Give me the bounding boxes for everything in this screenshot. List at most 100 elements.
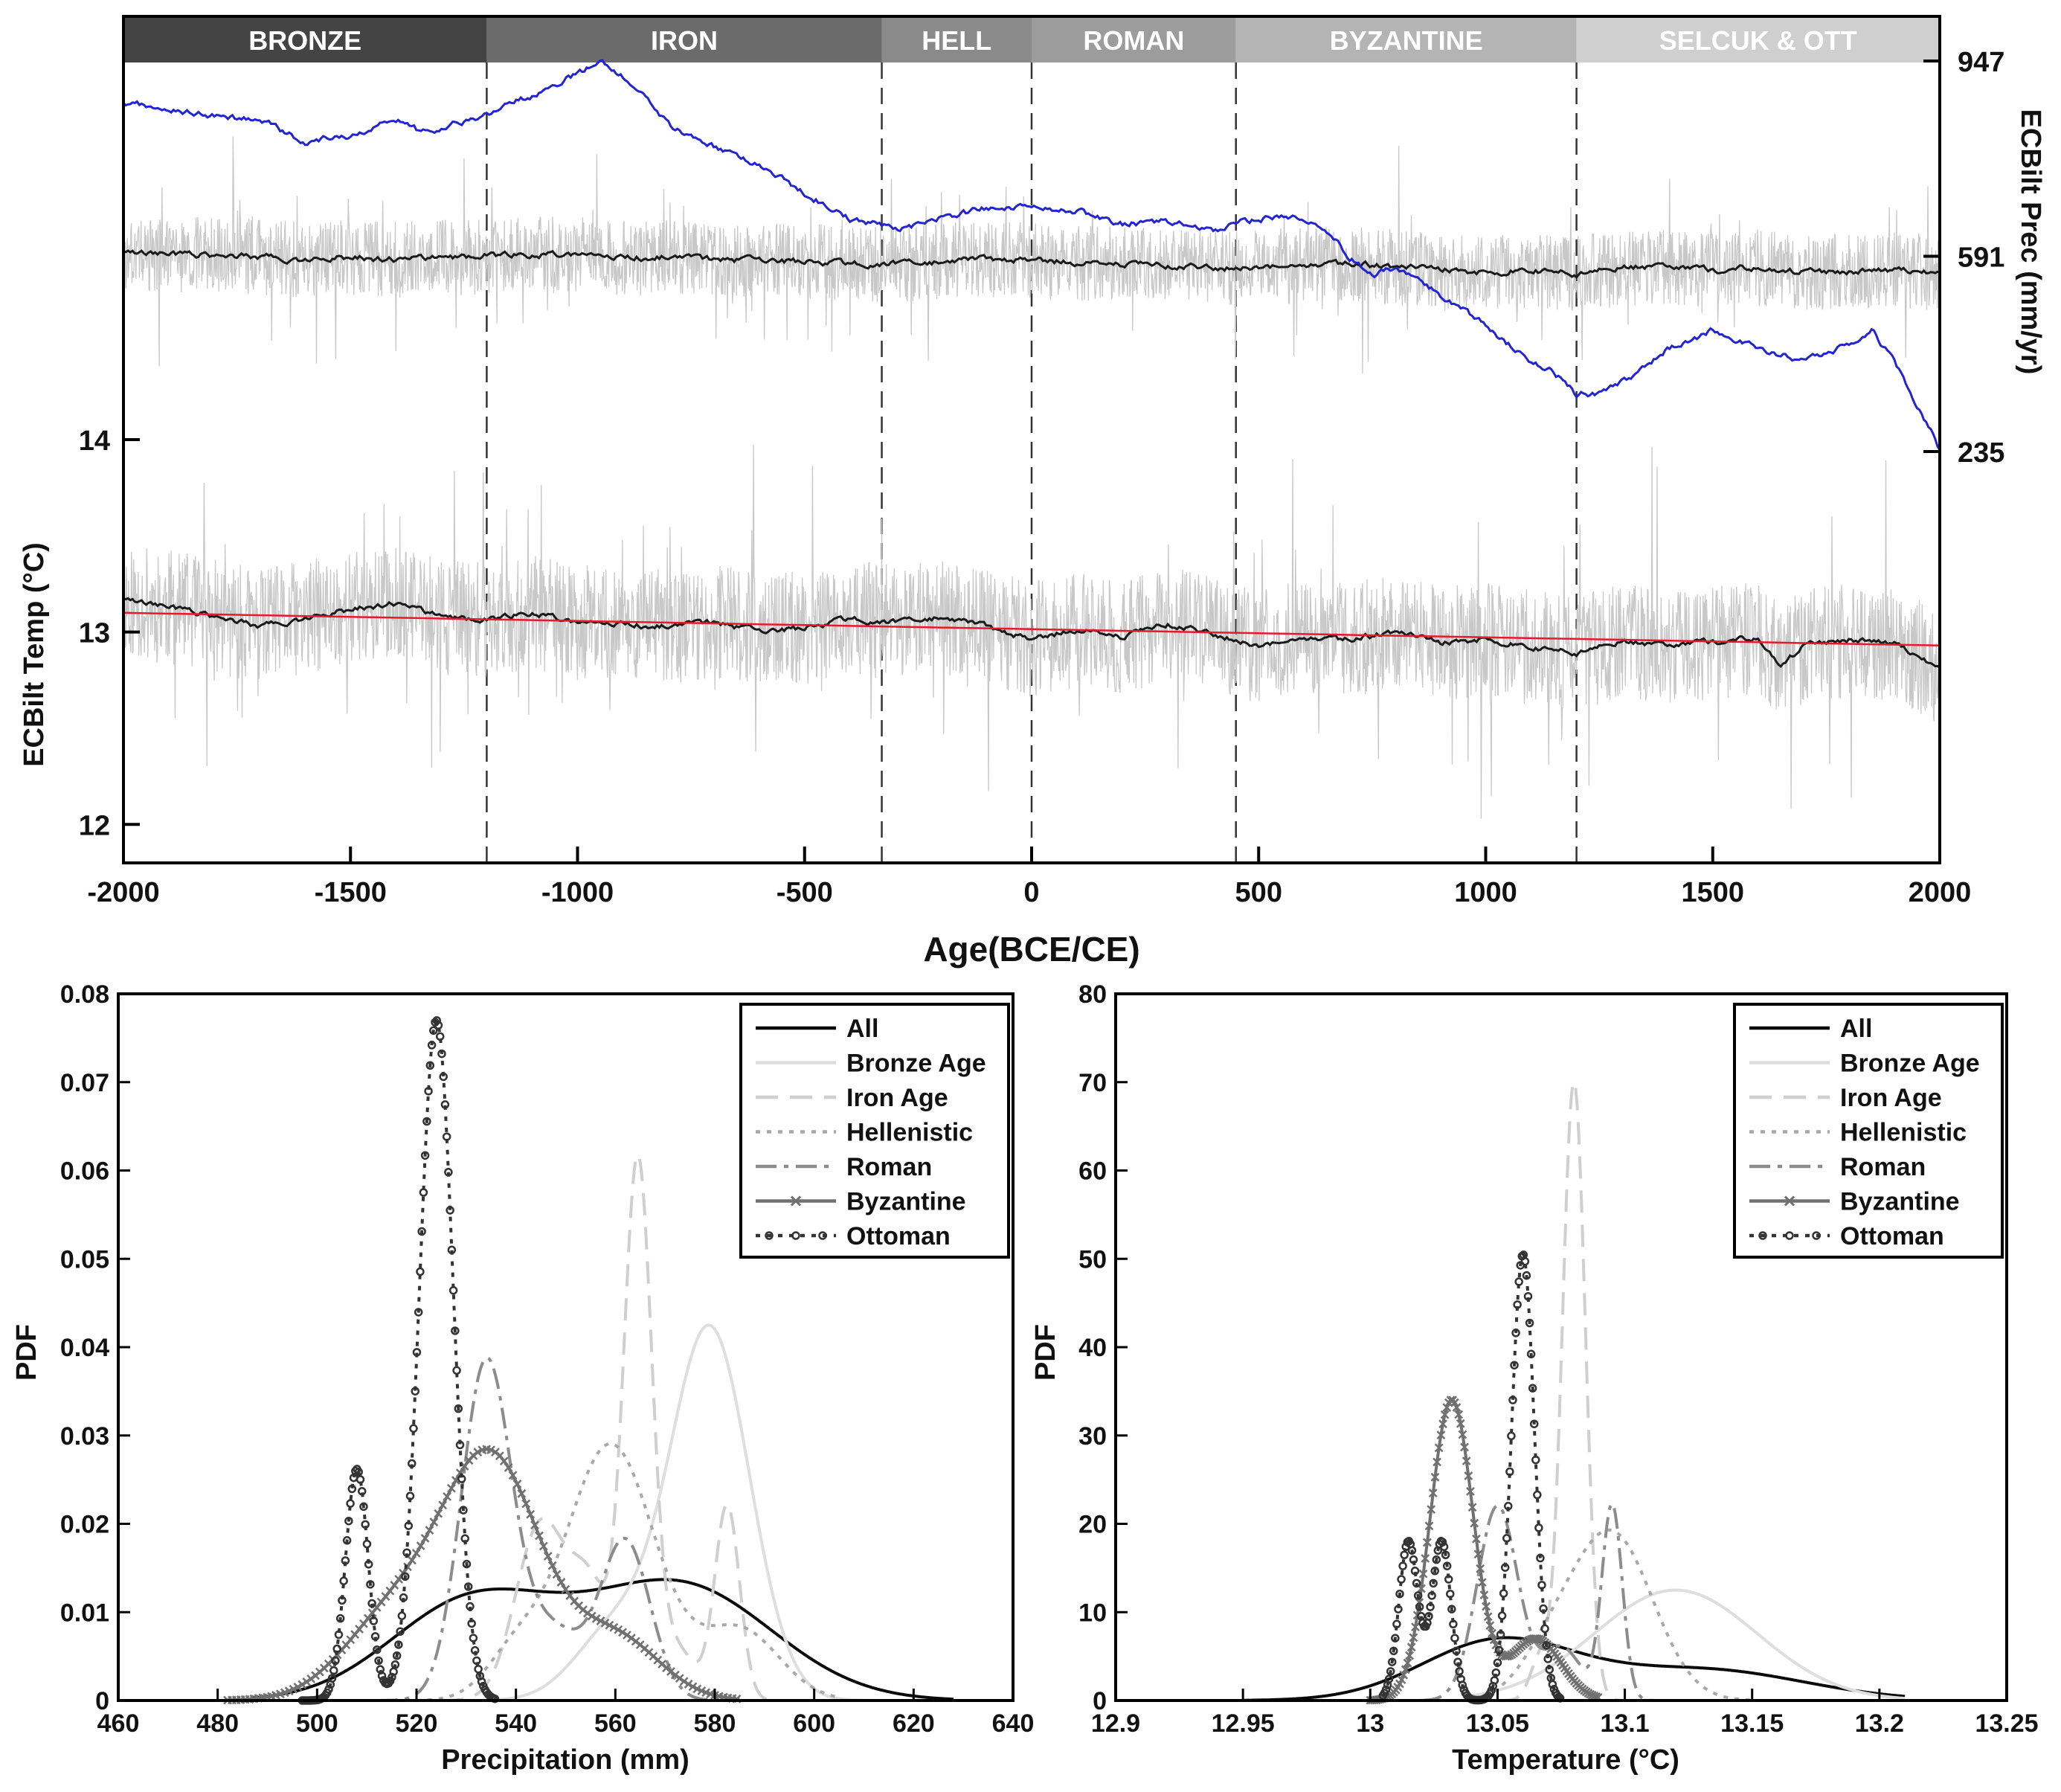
pdf-marker-6-630	[1539, 1604, 1548, 1613]
precipitation-y-tick-label-2: 0.02	[60, 1511, 109, 1539]
pdf-marker-6-606	[1533, 1490, 1542, 1500]
top-x-tick-label-2: -1000	[541, 877, 614, 908]
pdf-marker-6-666	[1548, 1680, 1557, 1689]
pdf-marker-6-600	[1531, 1455, 1540, 1465]
pdf-marker-6-534	[446, 1206, 454, 1215]
pdf-marker-5-438	[543, 1552, 553, 1561]
pdf-marker-5-234	[1442, 1403, 1452, 1413]
temperature-x-axis-label: Temperature (°C)	[1452, 1744, 1679, 1776]
period-bands: BRONZE IRON HELL ROMAN BYZANTINE SELCUK & OTT	[123, 16, 1940, 62]
precipitation-legend-label-1: Bronze Age	[846, 1050, 986, 1078]
period-band-4	[1235, 16, 1577, 62]
temperature-y-tick-label-2: 20	[1078, 1511, 1107, 1539]
pdf-marker-5-288	[434, 1509, 443, 1518]
temperature-x-tick-label-2: 13	[1356, 1709, 1384, 1738]
pdf-marker-5-366	[1485, 1621, 1495, 1631]
pdf-marker-6-216	[357, 1486, 367, 1496]
pdf-marker-5-264	[416, 1541, 425, 1551]
precipitation-y-tick-label-6: 0.06	[60, 1157, 109, 1186]
pdf-marker-6-288	[377, 1671, 387, 1680]
pdf-marker-6-360	[397, 1611, 407, 1620]
pdf-marker-5-108	[1401, 1665, 1410, 1674]
period-band-3	[1032, 16, 1236, 62]
pdf-marker-6-570	[455, 1440, 465, 1450]
temperature-x-tick-label-3: 13.05	[1466, 1709, 1529, 1738]
temperature-y-axis-label: PDF	[1030, 1324, 1061, 1381]
pdf-marker-5-120	[1405, 1651, 1414, 1660]
pdf-marker-5-354	[1482, 1602, 1491, 1611]
pdf-marker-6-390	[405, 1491, 415, 1500]
pdf-marker-5-492	[582, 1608, 592, 1618]
pdf-marker-6-258	[1444, 1575, 1453, 1584]
precipitation-x-ticks: 460 480 500 520 540 560 580 600 620 640	[97, 1689, 1035, 1738]
top-y-ticks: 12 13 14	[79, 425, 140, 841]
temperature-y-tick-label-6: 60	[1078, 1157, 1107, 1186]
pdf-marker-6-612	[467, 1619, 476, 1628]
pdf-marker-5-324	[1471, 1534, 1481, 1544]
pdf-marker-6-624	[1537, 1581, 1546, 1590]
pdf-marker-6-498	[1505, 1467, 1514, 1477]
pdf-marker-6-210	[356, 1475, 365, 1484]
pdf-marker-6-432	[417, 1227, 426, 1236]
pdf-marker-5-276	[1456, 1419, 1465, 1428]
precipitation-x-tick-label-3: 520	[396, 1709, 438, 1738]
precipitation-legend-label-6: Ottoman	[846, 1222, 951, 1250]
pdf-marker-5-174	[1422, 1538, 1432, 1547]
pdf-marker-5-318	[1470, 1518, 1479, 1528]
temperature-legend-marker-5	[1784, 1195, 1795, 1207]
top-x-tick-label-6: 1000	[1454, 877, 1517, 908]
top-x-ticks: -2000 -1500 -1000 -500 0 500 1000 1500 2000	[87, 847, 1971, 908]
pdf-marker-6-180	[347, 1484, 357, 1494]
series-temp_trend	[123, 611, 1941, 646]
pdf-marker-5-450	[552, 1570, 562, 1579]
pdf-marker-6-576	[1525, 1318, 1534, 1328]
pdf-marker-6-240	[1439, 1542, 1449, 1552]
pdf-marker-6-150	[339, 1576, 348, 1585]
pdf-marker-6-654	[1545, 1665, 1554, 1674]
pdf-marker-5-396	[512, 1480, 522, 1488]
top-y-tick-label-0: 12	[79, 810, 110, 841]
pdf-marker-6-132	[334, 1630, 344, 1640]
pdf-marker-6-462	[425, 1061, 435, 1070]
top-series	[122, 59, 1941, 819]
pdf-marker-6-498	[435, 1032, 445, 1041]
top-y2-axis-label: ECBilt Prec (mm/yr)	[2015, 109, 2046, 375]
pdf-marker-5-96	[293, 1682, 303, 1692]
pdf-marker-6-204	[1430, 1567, 1439, 1576]
pdf-marker-6-606	[466, 1602, 475, 1611]
pdf-marker-5-516	[600, 1619, 610, 1628]
pdf-markers-5	[223, 1445, 742, 1705]
pdf-marker-6-120	[1409, 1555, 1418, 1564]
pdf-marker-6-288	[1452, 1646, 1461, 1656]
pdf-marker-6-564	[454, 1404, 463, 1413]
pdf-marker-6-648	[1543, 1654, 1552, 1663]
pdf-marker-6-516	[440, 1100, 450, 1109]
pdf-marker-6-84	[1400, 1550, 1409, 1559]
pdf-marker-6-480	[1500, 1563, 1510, 1572]
pdf-marker-6-144	[338, 1596, 347, 1605]
top-x-tick-label-1: -1500	[315, 877, 387, 908]
temperature-pdf-chart: 12.9 12.95 13 13.05 13.1 13.15 13.2 13.25 0 10 20…	[1030, 980, 2039, 1776]
pdf-marker-6-252	[1442, 1561, 1452, 1570]
pdf-marker-6-252	[367, 1599, 376, 1608]
pdf-marker-5-270	[1454, 1410, 1463, 1419]
pdf-marker-5-258	[1450, 1398, 1459, 1407]
pdf-marker-6-510	[1508, 1396, 1517, 1404]
pdf-marker-6-72	[1397, 1575, 1406, 1584]
pdf-marker-6-570	[1523, 1291, 1533, 1301]
pdf-marker-6-534	[1514, 1277, 1523, 1286]
pdf-marker-6-414	[412, 1348, 422, 1357]
period-label-3: ROMAN	[1083, 25, 1184, 56]
temperature-y-tick-label-1: 10	[1078, 1599, 1107, 1627]
pdf-marker-6-42	[1389, 1646, 1398, 1656]
temperature-legend-label-0: All	[1840, 1015, 1872, 1043]
pdf-marker-6-468	[427, 1041, 437, 1050]
precipitation-legend-marker-6-2	[818, 1231, 827, 1240]
pdf-marker-5-252	[407, 1555, 417, 1565]
pdf-marker-5-228	[390, 1581, 399, 1590]
precipitation-legend-label-5: Byzantine	[846, 1188, 966, 1216]
pdf-marker-6-618	[1536, 1553, 1545, 1563]
precipitation-x-tick-label-0: 460	[97, 1709, 140, 1738]
precipitation-x-tick-label-9: 640	[992, 1709, 1035, 1738]
pdf-marker-6-456	[424, 1087, 433, 1096]
